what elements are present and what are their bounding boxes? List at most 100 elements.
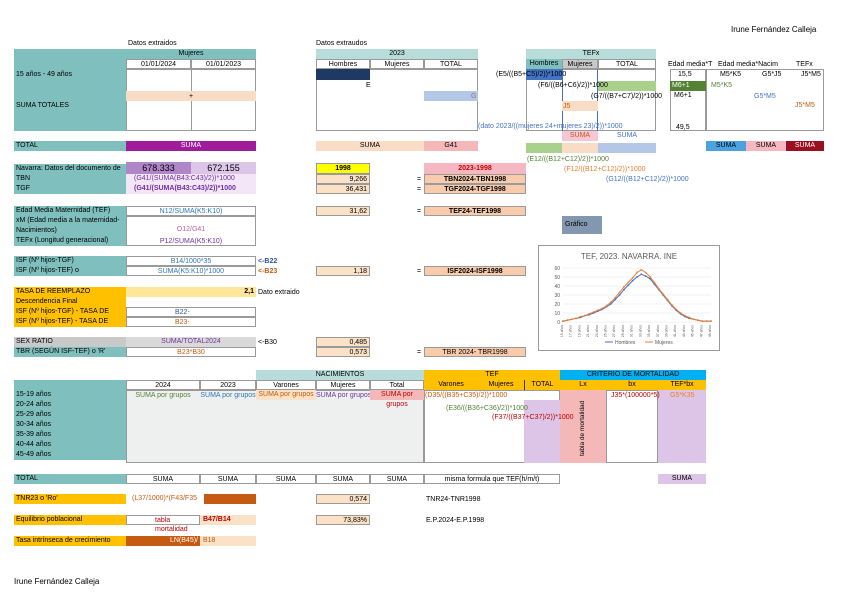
age-row-label: 20-24 años (14, 400, 126, 410)
tgf-value[interactable]: 36,431 (316, 184, 370, 194)
col-lx: Lx (560, 380, 606, 390)
col-2023: 2023 (200, 380, 256, 390)
m5k5: M5*K5 (720, 71, 742, 78)
formula-f6: (F6/((B6+C6)/2))*1000 (538, 82, 608, 89)
navarra-value-2[interactable]: 672.155 (191, 162, 256, 174)
col-mujeres: Mujeres (316, 380, 370, 390)
equilibrio-value[interactable]: 73,83% (316, 515, 370, 525)
tasa-intrinseca-formula[interactable]: LN(B45)/ (126, 536, 200, 546)
chart-point-mujeres (670, 304, 673, 306)
chart-x-tick-label: 47 años (699, 325, 703, 337)
isf-tgf-formula[interactable]: B14/1000*35 (126, 256, 256, 266)
tefx-label: TEFx (Longitud generacional) (14, 236, 126, 246)
tbr-formula[interactable]: B23*B30 (126, 347, 256, 357)
g-letter: G (471, 93, 477, 100)
tefx-grid[interactable] (526, 69, 656, 131)
chart-point-hombres (640, 273, 643, 276)
chart-point-mujeres (705, 320, 708, 322)
tef-result: TEF24-TEF1998 (424, 206, 526, 216)
chart-point-mujeres (688, 316, 691, 319)
mujeres-header: Mujeres (126, 49, 256, 59)
chart-y-ticks: 0 10 20 30 40 50 60 (554, 266, 560, 326)
xm-formula: O12/G41 (176, 226, 206, 233)
chart-point-mujeres (588, 313, 591, 315)
chart-y-tick-label: 20 (554, 302, 560, 308)
isf-tef-formula[interactable]: SUMA(K5:K10)*1000 (126, 266, 256, 276)
chart-y-tick-label: 0 (557, 320, 560, 326)
empty (526, 131, 562, 141)
year-1998-cell[interactable]: 1998 (316, 163, 370, 174)
tgf-formula[interactable]: (G41/(SUMA(B43:C43)/2))*1000 (126, 184, 256, 194)
tnr-value[interactable]: 0,574 (316, 494, 370, 504)
equilibrio-formula[interactable]: tabla mortalidad (126, 515, 200, 533)
edad-grid-b[interactable] (706, 69, 824, 131)
isf-tgf-tasa-label: ISF (Nº hijos-TGF) - TASA DE REEMPLAZO (14, 307, 126, 317)
chart-y-tick-label: 30 (554, 293, 560, 299)
chart-point-hombres (631, 279, 634, 282)
isf-tef-arrow: <-B23 (258, 268, 278, 275)
j5m5-b: J5*M5 (795, 102, 815, 109)
suma-totales-label: SUMA TOTALES (14, 101, 126, 111)
isf-tgf-tasa-formula[interactable]: B22- (126, 307, 256, 317)
chart-point-mujeres (640, 268, 643, 271)
equilibrio-label: Equilibrio poblacional (14, 515, 126, 525)
tefx-total: TOTAL (598, 59, 656, 69)
chart-x-tick-label: 17 años (569, 325, 573, 337)
criterio-header: CRITERIO DE MORTALIDAD (560, 370, 706, 380)
tef-header: TEF (424, 370, 560, 380)
chart-x-tick-label: 37 años (656, 325, 660, 337)
equilibrio-b47[interactable]: B47/B14 (200, 515, 256, 525)
chart-point-mujeres (631, 277, 634, 279)
isf-tef-tasa-formula[interactable]: B23- (126, 317, 256, 327)
val-49-5: 49,5 (676, 124, 690, 131)
tefx-right-header: TEFx (796, 61, 813, 68)
chart-legend-label: Hombres (615, 340, 636, 346)
sex-ratio-formula[interactable]: SUMA/TOTAL2024 (126, 337, 256, 347)
bx-column[interactable] (606, 390, 658, 463)
age-row-label: 45-49 años (14, 450, 126, 460)
date-2023-cell[interactable]: 01/01/2023 (191, 59, 256, 69)
navarra-value-1[interactable]: 678.333 (126, 162, 191, 174)
tef-col-mujeres: Mujeres (478, 380, 524, 390)
suma-mid: SUMA (316, 141, 424, 151)
tgf-label: TGF (14, 184, 126, 194)
tasa-intrinseca-b18[interactable]: B18 (200, 536, 256, 546)
suma-grupos-2023: SUMA por grupos (200, 392, 256, 399)
sex-ratio-value[interactable]: 0,485 (316, 337, 370, 347)
formula-g7: (G7/((B7+C7)/2))*1000 (591, 93, 663, 100)
teal-row (14, 81, 126, 91)
chart-x-tick-label: 49 años (708, 325, 712, 337)
xm-formula-box[interactable] (126, 216, 256, 246)
chart-y-tick-label: 40 (554, 284, 560, 290)
tbr-value[interactable]: 0,573 (316, 347, 370, 357)
formula-g12: (G12/((B12+C12)/2))*1000 (606, 176, 689, 183)
age-range-label: 15 años - 49 años (14, 69, 126, 81)
age-row-label: 40-44 años (14, 440, 126, 450)
chart-x-tick-label: 33 años (638, 325, 642, 337)
tbn-value[interactable]: 9,266 (316, 174, 370, 184)
chart-point-mujeres (596, 309, 599, 312)
blue-cell (526, 69, 562, 80)
tefbx-column (658, 390, 706, 463)
date-2024-cell[interactable]: 01/01/2024 (126, 59, 191, 69)
suma-grupos-varones: SUMA por grupos (256, 390, 316, 400)
descendencia-final-label: Descendencia Final (FECUNDIDAD DE REEMPL… (14, 297, 126, 307)
chart-point-mujeres (697, 319, 699, 322)
tef-chart-frame[interactable]: TEF, 2023. NAVARRA. INE 0 10 20 30 40 50 60 15… (538, 245, 720, 351)
isf-tef-value[interactable]: 1,18 (316, 266, 370, 276)
tef-value[interactable]: 31,62 (316, 206, 370, 216)
col-bx: bx (606, 380, 658, 390)
grafico-button[interactable]: Gráfico (562, 216, 602, 234)
table-data-grid[interactable] (126, 390, 424, 463)
tbn-formula[interactable]: (G41/(SUMA(B43:C43)/2))*1000 (126, 174, 256, 184)
green-swatch (526, 143, 562, 153)
tnr-formula[interactable]: (L37/1000)*(F43/F35 (132, 495, 197, 502)
tasa-reemplazo-value[interactable]: 2,1 (126, 287, 256, 297)
tbr-label: TBR (SEGÚN ISF-TEF) o 'R' (14, 347, 126, 357)
chart-point-mujeres (649, 276, 651, 278)
chart-y-tick-label: 50 (554, 275, 560, 281)
author-footer: Irune Fernández Calleja (14, 577, 100, 586)
edad-grid-a[interactable] (670, 69, 706, 131)
chart-x-ticks: 15 años 17 años 19 años 21 años 23 años 25 añ… (560, 325, 712, 337)
tef-formula[interactable]: N12/SUMA(K5:K10) (126, 206, 256, 216)
